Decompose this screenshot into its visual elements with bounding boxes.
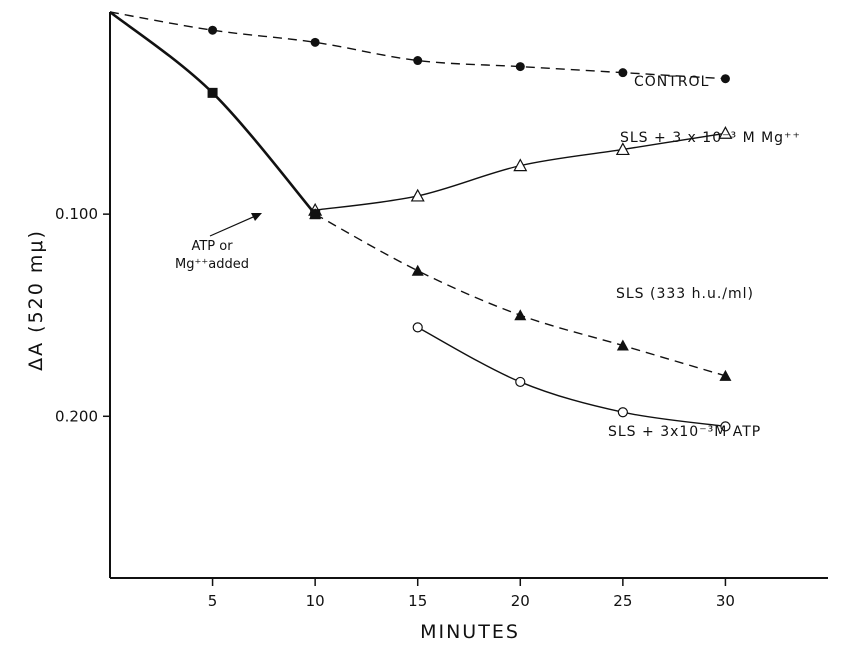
series-labels: CONTROL SLS + 3 x 10⁻³ M Mg⁺⁺ SLS (333 h.u… (608, 74, 801, 440)
series-0-label: CONTROL (634, 74, 709, 90)
series-markers (207, 25, 733, 432)
series-3-marker (412, 322, 423, 333)
x-tick-label: 25 (613, 592, 632, 610)
series-0-marker (208, 25, 218, 35)
series-3-marker (515, 376, 526, 388)
series-0-line (109, 11, 726, 80)
x-tick-label: 15 (408, 592, 427, 610)
series-1-label: SLS + 3 x 10⁻³ M Mg⁺⁺ (620, 130, 801, 146)
x-tick-label: 30 (716, 592, 735, 610)
ticks: 5 10 15 20 25 30 0.100 0.200 (55, 205, 735, 610)
annotation-line-1: ATP or (191, 239, 233, 254)
series-2-marker (719, 369, 732, 381)
series-0-marker (413, 56, 423, 66)
annotation-arrow-shaft (209, 213, 261, 237)
series-4-marker (310, 209, 321, 220)
series-4-line (109, 10, 317, 215)
y-tick-label: 0.200 (55, 407, 98, 425)
series-0-marker (618, 68, 628, 78)
series-1-marker (718, 126, 733, 139)
series-2-marker (411, 264, 424, 276)
series-3-label: SLS + 3x10⁻³M ATP (608, 424, 761, 440)
series-3-marker (720, 421, 731, 432)
x-tick-label: 10 (306, 592, 325, 610)
series-1-marker (513, 158, 528, 172)
annotation: ATP or Mg⁺⁺added (175, 213, 262, 272)
series-0-marker (515, 62, 525, 72)
series-4-marker (207, 87, 218, 98)
x-tick-label: 20 (511, 592, 530, 610)
series-0-marker (310, 37, 320, 47)
annotation-line-2: Mg⁺⁺added (175, 257, 249, 272)
series-0-marker (720, 74, 730, 84)
series-1-marker (410, 188, 425, 202)
series-2-label: SLS (333 h.u./ml) (616, 286, 754, 302)
series-2-marker (616, 339, 629, 351)
x-tick-label: 5 (208, 592, 218, 610)
y-axis-title: ΔA (520 mμ) (25, 229, 47, 371)
series-2-marker (514, 309, 527, 321)
x-axis-title: MINUTES (420, 621, 520, 643)
series-3-marker (617, 407, 628, 418)
series-3-line (417, 326, 726, 428)
annotation-arrow-head (251, 213, 262, 221)
y-tick-label: 0.100 (55, 205, 98, 223)
series-1-marker (615, 142, 630, 156)
axes (109, 12, 828, 579)
